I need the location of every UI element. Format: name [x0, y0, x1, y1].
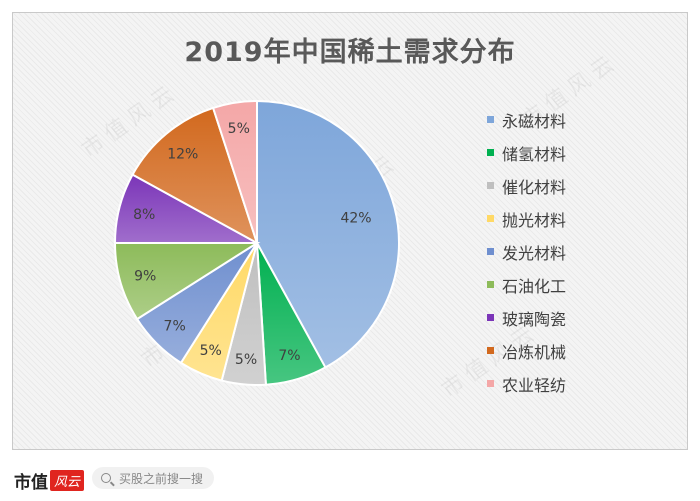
search-input[interactable]: 买股之前搜一搜 [92, 467, 214, 489]
brand-badge: 风云 [50, 470, 85, 491]
legend-label: 冶炼机械 [502, 342, 567, 362]
legend-swatch [487, 248, 494, 255]
data-label-3: 5% [200, 343, 222, 359]
data-label-7: 12% [167, 146, 198, 162]
legend-label: 农业轻纺 [502, 375, 567, 395]
footer-bar: 市值 风云 买股之前搜一搜 [0, 450, 700, 501]
legend-label: 发光材料 [502, 243, 567, 263]
pie-chart: 42% 7% 5% 5% 7% 9% 8% 12% 5% [113, 99, 400, 386]
brand-logo[interactable]: 市值 风云 [14, 468, 85, 493]
legend-item: 农业轻纺 [487, 367, 566, 400]
legend-label: 玻璃陶瓷 [502, 309, 567, 329]
pie-slice-0 [256, 99, 400, 369]
legend-label: 储氢材料 [502, 144, 567, 164]
legend-item: 储氢材料 [487, 136, 566, 169]
data-label-8: 5% [228, 121, 250, 137]
data-label-2: 5% [235, 352, 257, 368]
legend-swatch [487, 380, 494, 387]
legend-label: 催化材料 [502, 177, 567, 197]
legend-swatch [487, 182, 494, 189]
chart-title: 2019年中国稀土需求分布 [184, 37, 516, 68]
data-label-5: 9% [134, 268, 156, 284]
legend-item: 石油化工 [487, 268, 566, 301]
legend-label: 抛光材料 [502, 210, 567, 230]
pie-slice-7 [131, 106, 259, 246]
data-label-6: 8% [133, 207, 155, 223]
legend-swatch [487, 116, 494, 123]
search-placeholder: 买股之前搜一搜 [119, 471, 204, 486]
search-icon [101, 473, 111, 483]
legend-item: 冶炼机械 [487, 334, 566, 367]
legend-swatch [487, 215, 494, 222]
legend-swatch [487, 347, 494, 354]
legend-item: 玻璃陶瓷 [487, 301, 566, 334]
pie-slice-8 [211, 99, 258, 244]
legend-label: 永磁材料 [502, 111, 567, 131]
data-label-1: 7% [278, 348, 300, 364]
legend-label: 石油化工 [502, 276, 567, 296]
data-label-4: 7% [164, 318, 186, 334]
legend-item: 抛光材料 [487, 202, 566, 235]
legend-swatch [487, 314, 494, 321]
data-label-0: 42% [340, 211, 371, 227]
legend-swatch [487, 281, 494, 288]
legend: 永磁材料储氢材料催化材料抛光材料发光材料石油化工玻璃陶瓷冶炼机械农业轻纺 [487, 103, 566, 400]
legend-item: 催化材料 [487, 169, 566, 202]
legend-swatch [487, 149, 494, 156]
brand-text: 市值 [14, 473, 48, 493]
pie-slice-5 [113, 242, 261, 321]
legend-item: 永磁材料 [487, 103, 566, 136]
legend-item: 发光材料 [487, 235, 566, 268]
